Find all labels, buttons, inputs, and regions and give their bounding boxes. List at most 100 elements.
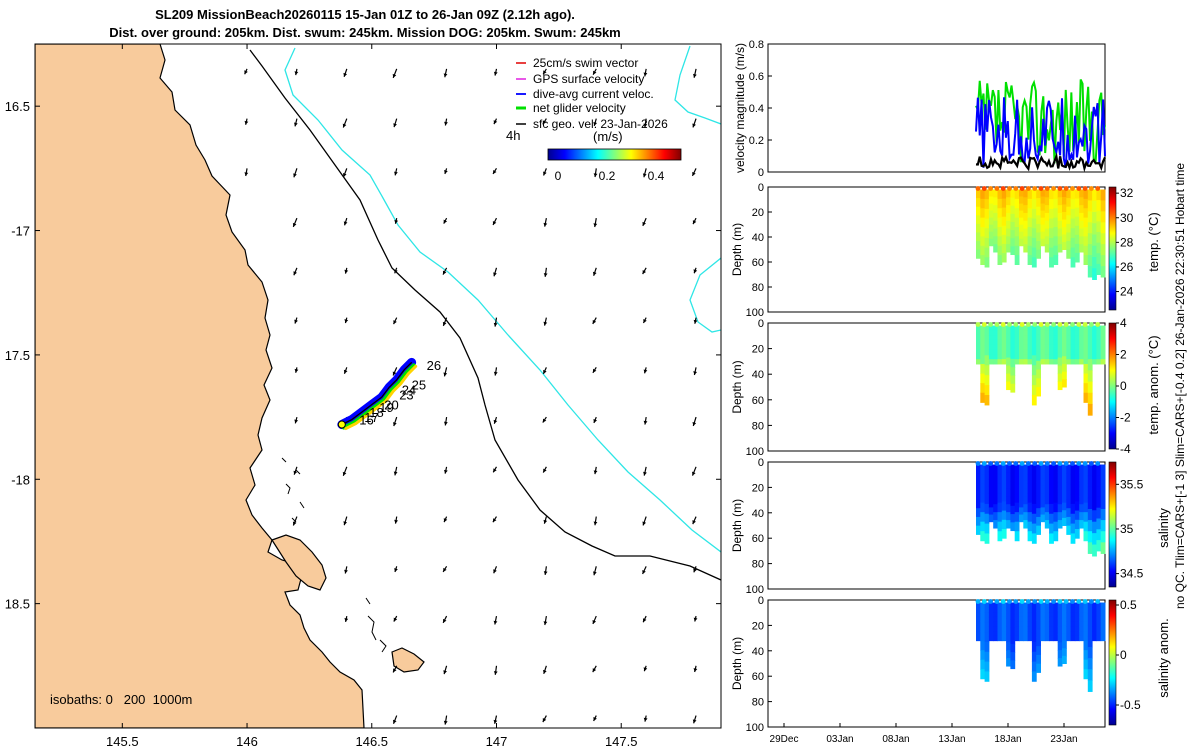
heatmap-cell xyxy=(1010,383,1016,393)
heatmap-cell xyxy=(1001,189,1007,200)
sfc-vector-head xyxy=(443,219,448,224)
heatmap-colorbar xyxy=(1108,461,1117,588)
heatmap-cell xyxy=(988,478,994,487)
heatmap-cell xyxy=(1066,189,1072,199)
time-tick-label: 13Jan xyxy=(938,734,965,745)
day-label: 17 xyxy=(364,410,378,425)
heatmap-cell xyxy=(1040,210,1046,219)
surface-sample-dot xyxy=(1019,322,1025,327)
heatmap-cell xyxy=(997,493,1003,504)
heatmap-cell xyxy=(1010,514,1016,523)
heatmap-cell xyxy=(1074,325,1080,331)
heatmap-cell xyxy=(1092,268,1097,280)
heatmap-cell xyxy=(1066,508,1072,518)
depth-tick-label: 80 xyxy=(752,559,764,571)
heatmap-cell xyxy=(1057,236,1063,245)
heatmap-cell xyxy=(1083,531,1089,542)
heatmap-cell xyxy=(1044,607,1050,613)
heatmap-cell xyxy=(1062,204,1067,213)
heatmap-cell xyxy=(1027,227,1033,237)
heatmap-cell xyxy=(1074,602,1080,608)
heatmap-cell xyxy=(1006,504,1011,513)
heatmap-cell xyxy=(1023,496,1029,505)
heatmap-cell xyxy=(1036,215,1041,225)
heatmap-cell xyxy=(1001,492,1007,502)
heatmap-cell xyxy=(1074,349,1080,355)
heatmap-cell xyxy=(1023,220,1029,230)
heatmap-cell xyxy=(1036,611,1041,621)
heatmap-cell xyxy=(976,631,981,637)
sfc-vector-head xyxy=(293,470,298,475)
surface-sample-dot xyxy=(1089,186,1094,191)
day-label: 20 xyxy=(384,398,398,413)
heatmap-cell xyxy=(1087,381,1093,394)
surface-sample-dot xyxy=(975,461,981,466)
depth-axis-label: Depth (m) xyxy=(730,360,744,413)
heatmap-cell xyxy=(1010,497,1016,507)
surface-sample-dot xyxy=(1051,322,1056,327)
heatmap-cell xyxy=(1019,335,1024,341)
heatmap-cell xyxy=(1031,641,1037,653)
heatmap-cell xyxy=(1053,325,1059,331)
surface-sample-dot xyxy=(1051,186,1056,191)
heatmap-cell xyxy=(1014,612,1020,618)
time-tick-label: 08Jan xyxy=(882,734,909,745)
heatmap-cell xyxy=(1027,189,1033,200)
heatmap-cell xyxy=(980,383,986,394)
heatmap-cell xyxy=(1027,208,1033,219)
sfc-vector-head xyxy=(593,173,598,178)
heatmap-cell xyxy=(1031,365,1037,376)
heatmap-cell xyxy=(1100,612,1106,618)
heatmap-cell xyxy=(980,373,986,384)
surface-sample-dot xyxy=(1007,461,1012,466)
colorbar-tick-label: 30 xyxy=(1120,211,1134,225)
legend-dive-avg-label: dive-avg current veloc. xyxy=(533,87,654,101)
heatmap-cell xyxy=(980,354,986,365)
heatmap-cell xyxy=(1001,335,1007,341)
heatmap-cell xyxy=(988,224,994,233)
map-y-tick-label: -18 xyxy=(11,472,30,487)
heatmap-cell xyxy=(1079,607,1084,613)
heatmap-cell xyxy=(997,621,1003,627)
heatmap-cell xyxy=(1040,203,1046,212)
surface-sample-dot xyxy=(1057,599,1063,604)
heatmap-cell xyxy=(993,621,998,627)
heatmap-cell xyxy=(993,325,998,331)
heatmap-cell xyxy=(993,631,998,637)
heatmap-cell xyxy=(1031,474,1037,485)
heatmap-cell xyxy=(1049,533,1054,544)
temp-anom-cbar-label: temp. anom. (°C) xyxy=(1146,335,1161,434)
surface-sample-dot xyxy=(1063,186,1069,191)
heatmap-cell xyxy=(1040,359,1046,365)
surface-sample-dot xyxy=(1019,461,1025,466)
heatmap-cell xyxy=(1019,631,1024,637)
heatmap-cell xyxy=(1031,602,1037,613)
heatmap-cell xyxy=(1049,237,1054,249)
heatmap-cell xyxy=(1053,227,1059,237)
heatmap-cell xyxy=(1083,512,1089,523)
heatmap-cell xyxy=(1027,255,1033,265)
heatmap-cell xyxy=(1006,357,1011,367)
heatmap-cell xyxy=(1066,616,1072,623)
heatmap-cell xyxy=(1019,607,1024,613)
heatmap-cell xyxy=(1006,381,1011,391)
sfc-vector-head xyxy=(392,719,397,724)
heatmap-cell xyxy=(1070,612,1076,618)
heatmap-cell xyxy=(1062,356,1067,365)
heatmap-cell xyxy=(980,363,986,375)
heatmap-cell xyxy=(1049,228,1054,239)
heatmap-cell xyxy=(1044,504,1050,513)
heatmap-cell xyxy=(1019,626,1024,632)
heatmap-cell xyxy=(1010,358,1016,368)
sfc-vector-head xyxy=(493,120,498,125)
heatmap-cell xyxy=(1066,359,1072,365)
heatmap-cell xyxy=(984,325,990,336)
heatmap-cell xyxy=(984,189,990,200)
heatmap-cell xyxy=(988,626,994,632)
heatmap-cell xyxy=(988,612,994,618)
heatmap-cell xyxy=(1092,349,1097,355)
map-x-tick-label: 146.5 xyxy=(355,734,388,749)
surface-sample-dot xyxy=(1089,322,1094,327)
heatmap-cell xyxy=(1057,488,1063,497)
